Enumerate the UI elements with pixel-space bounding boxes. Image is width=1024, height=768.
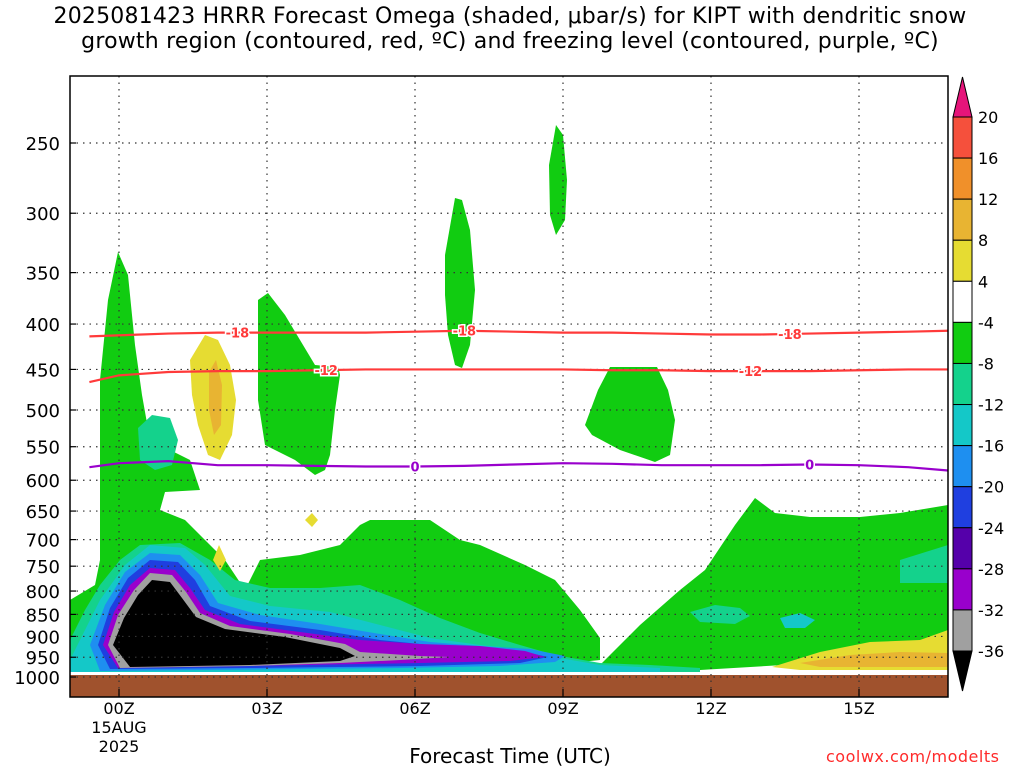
y-axis: 2503003504004505005506006507007508008509… [14, 134, 76, 689]
y-tick-label-300: 300 [26, 204, 60, 225]
x-tick-label-06Z: 06Z [399, 699, 430, 718]
y-tick-label-850: 850 [26, 605, 60, 626]
y-tick-label-350: 350 [26, 264, 60, 285]
x-tick-label-03Z: 03Z [251, 699, 282, 718]
chart-title: 2025081423 HRRR Forecast Omega (shaded, … [0, 4, 1020, 54]
x-axis: 00Z 03Z 06Z 09Z 12Z 15Z [103, 689, 875, 718]
colorbar-segment--28-to--32 [952, 568, 973, 611]
contour-label-0-1: 0 [805, 459, 814, 474]
contours: -18 -18 -18 -12 -12 0 0 [89, 323, 949, 477]
colorbar-label--12: -12 [978, 396, 1004, 415]
colorbar-segment-12-to-8 [952, 198, 973, 241]
plot-frame [69, 75, 949, 698]
colorbar-label--16: -16 [978, 437, 1004, 456]
colorbar: 20 16 12 8 4 -4 -8 -12 -16 -20 -24 -28 -32 -36 [952, 76, 1004, 692]
y-tick-label-400: 400 [26, 315, 60, 336]
y-tick-label-1000: 1000 [14, 668, 60, 689]
x-tick-label-15Z: 15Z [843, 699, 874, 718]
x-date-label-day: 15AUG [91, 718, 146, 737]
colorbar-min-arrow [952, 650, 973, 692]
x-tick-label-00Z: 00Z [103, 699, 134, 718]
colorbar-label-4: 4 [978, 272, 988, 291]
colorbar-segment--12-to--16 [952, 404, 973, 447]
contour-label--12-1: -12 [739, 365, 763, 380]
colorbar-segment-8-to-4 [952, 239, 973, 282]
x-axis-title: Forecast Time (UTC) [409, 744, 611, 768]
y-tick-label-450: 450 [26, 360, 60, 381]
x-date-label-year: 2025 [99, 737, 140, 756]
colorbar-label-20: 20 [978, 108, 998, 127]
x-tick-label-09Z: 09Z [547, 699, 578, 718]
colorbar-segment-4-to--4 [952, 280, 973, 323]
colorbar-segment-20-to-16 [952, 116, 973, 159]
y-tick-label-650: 650 [26, 502, 60, 523]
colorbar-segment--16-to--20 [952, 445, 973, 488]
colorbar-label--4: -4 [978, 313, 994, 332]
colorbar-segment--20-to--24 [952, 486, 973, 529]
y-tick-label-550: 550 [26, 438, 60, 459]
colorbar-label--36: -36 [978, 642, 1004, 661]
omega-black-core [113, 580, 355, 667]
colorbar-max-arrow [952, 76, 973, 118]
colorbar-segment-16-to-12 [952, 157, 973, 200]
y-tick-label-600: 600 [26, 471, 60, 492]
colorbar-segment--24-to--28 [952, 527, 973, 570]
contour-line--18 [89, 329, 949, 338]
ground-strip [70, 675, 948, 697]
colorbar-label--20: -20 [978, 478, 1004, 497]
colorbar-label-8: 8 [978, 231, 988, 250]
contour-label--18-2: -18 [778, 328, 802, 343]
y-tick-label-950: 950 [26, 648, 60, 669]
colorbar-label--24: -24 [978, 519, 1004, 538]
y-tick-label-700: 700 [26, 531, 60, 552]
contour-label--18-0: -18 [226, 327, 250, 342]
contour-label-0-0: 0 [410, 461, 419, 476]
colorbar-label-12: 12 [978, 190, 998, 209]
colorbar-label-16: 16 [978, 149, 998, 168]
title-line-1: 2025081423 HRRR Forecast Omega (shaded, … [53, 4, 967, 29]
colorbar-label--28: -28 [978, 560, 1004, 579]
y-tick-label-800: 800 [26, 582, 60, 603]
y-tick-label-750: 750 [26, 557, 60, 578]
credit-text: coolwx.com/modelts [826, 747, 1000, 766]
y-tick-label-500: 500 [26, 401, 60, 422]
colorbar-segment--8-to--12 [952, 362, 973, 406]
omega-orange-areas [209, 360, 948, 667]
contour-label--12-0: -12 [314, 364, 338, 379]
omega-shading [70, 125, 948, 672]
x-tick-label-12Z: 12Z [695, 699, 726, 718]
colorbar-segment--32-to--36 [952, 609, 973, 652]
contour-line--12 [89, 368, 948, 384]
y-tick-label-250: 250 [26, 134, 60, 155]
y-tick-label-900: 900 [26, 627, 60, 648]
title-line-2: growth region (contoured, red, ºC) and f… [81, 29, 939, 54]
colorbar-label--8: -8 [978, 354, 994, 373]
colorbar-segment--4-to--8 [952, 321, 973, 364]
colorbar-label--32: -32 [978, 601, 1004, 620]
contour-label--18-1: -18 [453, 325, 477, 340]
contour-line-0 [89, 460, 949, 472]
